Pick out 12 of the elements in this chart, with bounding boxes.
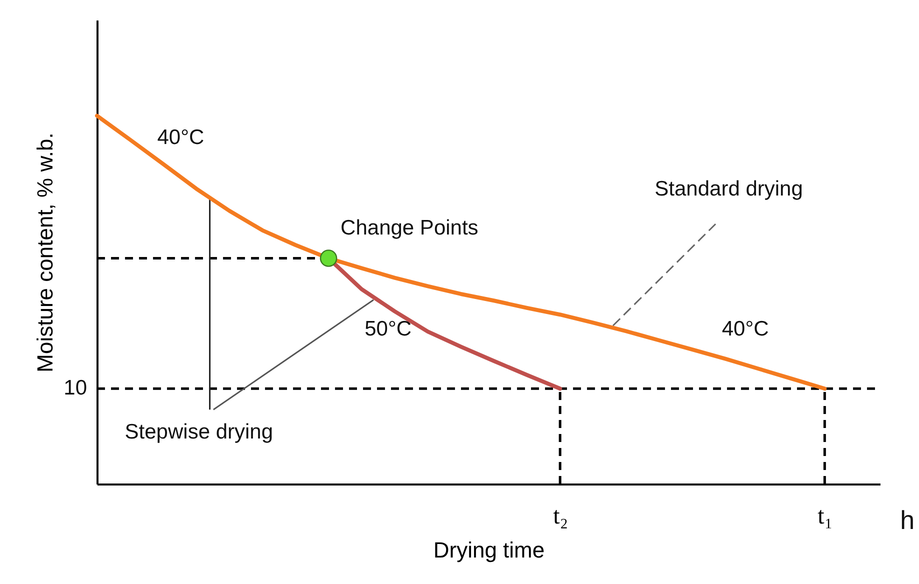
annotation: Change Points (340, 216, 478, 240)
text: h (900, 504, 915, 535)
annotation: Stepwise drying (124, 420, 274, 444)
annotation: 40°C (157, 126, 204, 149)
x-tick-label: t₂ (553, 504, 568, 530)
y-axis-title: Moisture content, % w.b. (32, 132, 58, 372)
x-tick-label: t₁ (818, 504, 833, 530)
x-axis-title: Drying time (433, 538, 545, 562)
annotation: 40°C (722, 317, 769, 340)
annotation: 50°C (364, 317, 412, 340)
annotation: Standard drying (654, 177, 803, 200)
annotation: 10 (64, 376, 87, 400)
